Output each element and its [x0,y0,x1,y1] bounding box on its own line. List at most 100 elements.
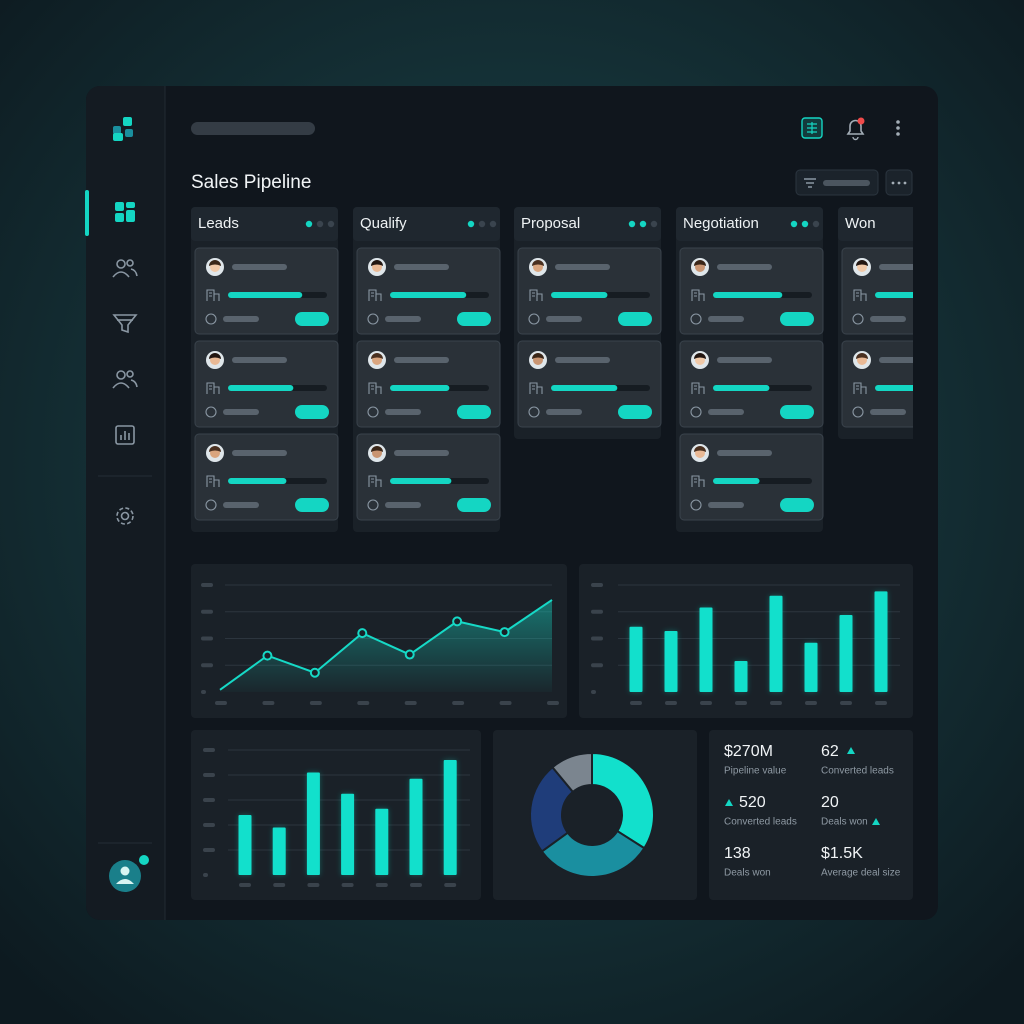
kpi-value: 520 [739,794,766,811]
y-tick-placeholder [201,583,213,587]
bar [699,607,713,692]
bar-chart-panel [191,730,481,900]
pipeline-column: Leads [191,207,339,532]
x-tick-placeholder [875,701,887,705]
pipeline-column: Won [838,207,985,439]
trend-up [725,799,733,806]
deal-card[interactable] [517,340,662,428]
deal-card[interactable] [356,340,501,428]
value-placeholder [385,409,421,415]
kpi-value: $1.5K [821,845,863,862]
status-pill [457,498,491,512]
progress-fill [228,292,303,298]
line-point [452,616,463,627]
progress-fill [713,385,770,391]
progress-fill [713,292,783,298]
deal-card[interactable] [194,433,339,521]
avatar-hair [371,446,383,452]
notifications[interactable] [846,117,865,141]
company-icon [206,382,220,394]
x-tick-placeholder [444,883,457,887]
deal-card[interactable] [194,340,339,428]
y-tick-placeholder [591,609,603,614]
progress-fill [713,478,760,484]
company-icon [691,289,705,301]
company-icon [529,382,543,394]
x-tick-placeholder [452,701,465,705]
company-icon [853,382,867,394]
name-placeholder [232,357,287,363]
nav-funnel[interactable] [112,314,138,334]
avatar-hair [694,446,706,452]
x-tick-placeholder [262,701,275,705]
progress-fill [390,478,452,484]
value-icon [852,313,864,325]
value-icon [852,406,864,418]
avatar-hair [209,353,221,359]
stage-dot [650,220,658,228]
user-avatar[interactable] [109,855,149,892]
progress-fill [228,385,294,391]
deal-card[interactable] [356,247,501,335]
bar [874,591,888,692]
pipeline-board: Leads Qualify Proposal Negotiation Won [191,207,985,532]
bar [443,760,457,875]
nav-contacts[interactable] [112,259,138,278]
deal-card[interactable] [679,433,824,521]
deal-card[interactable] [356,433,501,521]
value-icon [690,499,702,511]
name-placeholder [394,357,449,363]
charts [201,583,900,887]
bar [238,815,252,875]
deal-card[interactable] [679,247,824,335]
x-tick-placeholder [239,883,251,887]
search-bar[interactable] [191,122,315,135]
deal-card[interactable] [841,247,985,335]
sheet-button[interactable] [801,117,823,139]
progress-fill [875,385,913,391]
avatar-hair [856,260,868,266]
nav-reports[interactable] [115,425,135,445]
x-tick-placeholder [630,701,642,705]
progress-fill [551,292,608,298]
stage-dot [305,220,313,228]
y-tick-placeholder [201,636,213,641]
avatar-hair [371,353,383,359]
nav-settings[interactable] [116,507,134,525]
y-tick-placeholder [201,663,213,668]
company-icon [206,289,220,301]
value-placeholder [708,409,744,415]
company-icon [368,475,382,487]
bar [375,808,389,875]
column-header [676,207,823,241]
options-button[interactable] [885,169,913,196]
value-icon [690,313,702,325]
column-title: Qualify [360,215,407,232]
bar [804,642,818,692]
y-tick-placeholder [591,583,603,587]
deal-card[interactable] [194,247,339,335]
value-placeholder [223,316,259,322]
filter-button[interactable] [795,169,879,196]
avatar-hair [532,353,544,359]
nav-dashboard[interactable] [115,202,135,222]
column-header [191,207,338,241]
deal-card[interactable] [517,247,662,335]
y-tick-placeholder [201,609,213,614]
x-tick-placeholder [547,701,559,705]
avatar-hair [371,260,383,266]
more-menu[interactable] [896,120,900,136]
kpi-value: 20 [821,794,839,811]
deal-card[interactable] [679,340,824,428]
kpi-label: Deals won [724,868,771,879]
value-placeholder [870,409,906,415]
nav-team[interactable] [112,370,138,389]
value-icon [205,499,217,511]
bar [664,631,678,692]
value-icon [367,499,379,511]
y-tick-placeholder [591,636,603,641]
bar [839,614,853,692]
deal-card[interactable] [841,340,985,428]
kpi-label: Deals won [821,817,868,828]
